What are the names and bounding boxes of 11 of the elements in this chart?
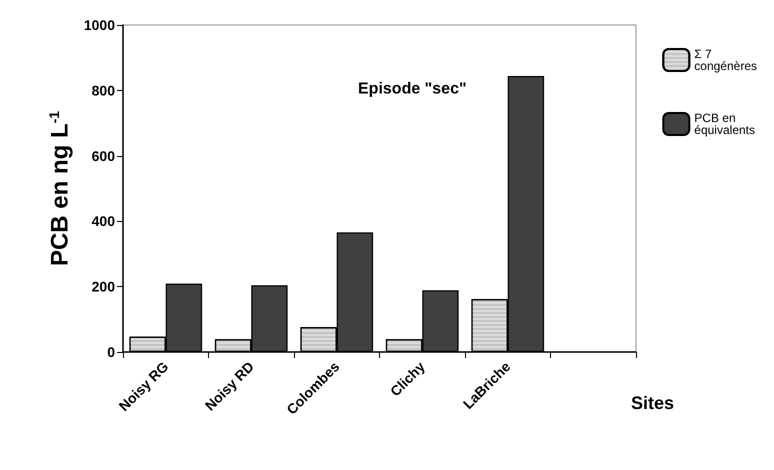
legend-label: Σ 7 congénères <box>694 47 758 73</box>
legend-label: PCB en équivalents <box>694 111 756 137</box>
y-tick-label: 200 <box>92 278 116 295</box>
text: Episode "sec" <box>358 80 467 98</box>
y-tick-label: 0 <box>107 344 116 360</box>
x-axis-title: Sites <box>630 393 674 413</box>
y-tick-label: 1000 <box>84 17 116 33</box>
y-tick-label: 600 <box>92 148 116 164</box>
y-axis-title: PCB en ng L-1 <box>46 110 74 266</box>
y-tick-label: 800 <box>92 82 116 98</box>
y-tick-label: 400 <box>92 213 116 230</box>
